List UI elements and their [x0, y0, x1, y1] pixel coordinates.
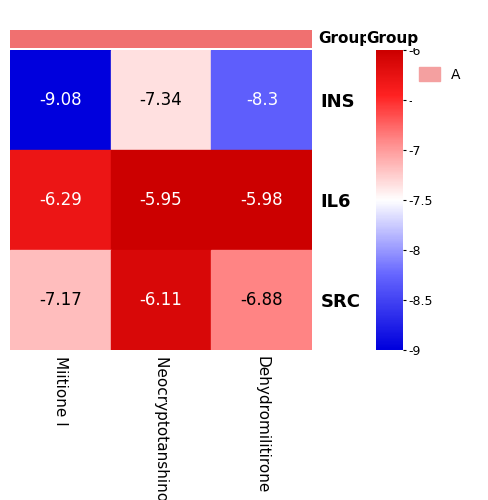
- Text: -6.11: -6.11: [140, 291, 183, 309]
- Bar: [211, 250, 312, 350]
- Text: -8.3: -8.3: [246, 91, 278, 109]
- Text: -6.29: -6.29: [39, 191, 81, 209]
- Bar: [10, 250, 111, 350]
- Text: -5.95: -5.95: [140, 191, 183, 209]
- Text: Group: Group: [366, 31, 418, 46]
- Bar: [10, 50, 111, 150]
- Bar: [111, 250, 211, 350]
- Legend: A: A: [419, 67, 461, 82]
- Text: -7.17: -7.17: [39, 291, 81, 309]
- Text: -5.98: -5.98: [241, 191, 283, 209]
- Bar: [211, 50, 312, 150]
- Bar: [211, 150, 312, 250]
- Text: -7.34: -7.34: [140, 91, 183, 109]
- Bar: [111, 150, 211, 250]
- Text: Group: Group: [318, 31, 370, 46]
- Text: -6.88: -6.88: [241, 291, 283, 309]
- Bar: [111, 50, 211, 150]
- Text: -9.08: -9.08: [39, 91, 81, 109]
- Bar: [10, 150, 111, 250]
